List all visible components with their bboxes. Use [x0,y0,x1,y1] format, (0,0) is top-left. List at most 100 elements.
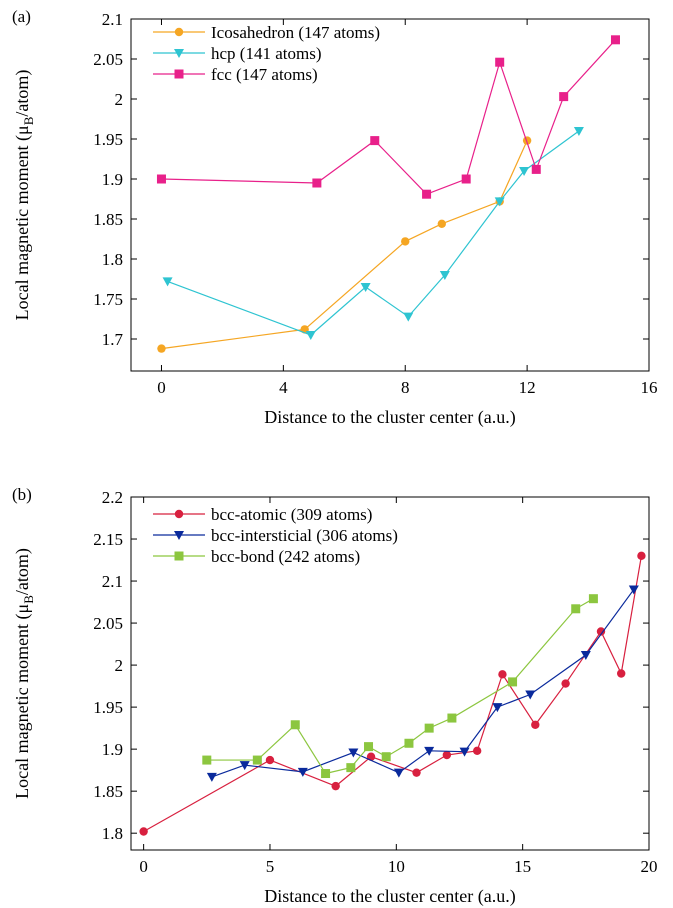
panel-b-series-3-point [381,752,391,762]
panel-a-y-tick-label: 1.95 [93,130,123,149]
panel-b-series-2-point [393,768,404,778]
panel-b-legend-label: bcc-intersticial (306 atoms) [211,526,398,545]
panel-a-series-1-point [522,136,532,145]
panel-b-series-3-point [364,742,374,752]
panel-a-series-2-point [573,127,584,136]
panel-b-series-1-point [617,669,626,678]
panel-b-legend-marker [174,509,184,519]
panel-b-x-axis-label: Distance to the cluster center (a.u.) [264,886,515,907]
panel-a-x-tick-label: 16 [641,378,658,397]
panel-b-series-3-point [252,755,262,765]
panel-b-series-1-line [143,555,643,833]
panel-a-series-3-point [370,136,380,146]
panel-b-series-3-point [404,738,414,748]
panel-a-y-tick-label: 2.05 [93,50,123,69]
panel-a-series-1-line [161,140,528,350]
panel-b-series-3-point [321,769,331,779]
panel-b-series-1-point [472,746,482,756]
panel-a-series-3-point [531,164,541,174]
panel-b-series-3 [202,594,598,779]
panel-b-x-tick-label: 15 [514,857,531,876]
panel-b-series-3-line [206,598,594,775]
panel-b-series-3-point [346,763,356,773]
panel-a-legend-entry: hcp (141 atoms) [153,44,321,63]
panel-a-series-3-point [610,35,620,45]
panel-b-series-2-point [239,761,250,771]
panel-b-y-tick-label: 1.8 [102,824,123,843]
panel-a-x-axis-label: Distance to the cluster center (a.u.) [264,407,515,428]
panel-b-y-axis-label: Local magnetic moment (μB/atom) [12,548,36,799]
panel-a-series-1-point [401,237,410,246]
panel-a-legend-entry: Icosahedron (147 atoms) [153,23,380,42]
panel-b-plot-frame [130,496,650,851]
panel-b-series-2-point [297,767,308,777]
panel-a-series-2-line [167,130,580,336]
panel-a-y-tick-label: 2 [115,90,124,109]
panel-b-x-tick-label: 10 [388,857,405,876]
panel-b-series-2-point [628,585,639,595]
panel-a-y-tick-label: 1.75 [93,290,123,309]
panel-b-y-tick-label: 1.85 [93,782,123,801]
panel-a-legend-marker [174,27,184,37]
panel-b-legend-label: bcc-bond (242 atoms) [211,547,360,566]
panel-a-series-2-point [439,271,450,280]
panel-b-series-1-point [498,670,507,679]
panel-b-y-tick-label: 2.2 [102,488,123,507]
panel-b-series-1 [139,551,646,836]
panel-a-x-tick-label: 12 [519,378,536,397]
panel-a-series-3-point [461,174,471,184]
panel-b-series-1-point [412,768,421,777]
panel-b-legend-marker [174,551,184,561]
panel-a-legend-entry: fcc (147 atoms) [153,65,318,84]
panel-a-series-1-point [157,344,166,353]
panel-b-y-tick-label: 2 [115,656,124,675]
panel-a-legend-label: hcp (141 atoms) [211,44,321,63]
panel-b-series-2-point [206,772,217,782]
panel-b-x-tick-label: 20 [641,857,658,876]
panel-b-series-3-point [202,755,212,765]
panel-b-series-1-point [442,750,452,760]
panel-b-series-3-point [571,604,581,614]
panel-b-legend-label: bcc-atomic (309 atoms) [211,505,372,524]
panel-a-series-1-point [437,219,446,228]
panel-b-series-1-point [331,781,340,791]
panel-b-legend-entry: bcc-intersticial (306 atoms) [153,526,398,545]
panel-b-y-tick-label: 2.1 [102,572,123,591]
panel-a-legend-marker [174,69,184,79]
panel-b-series-2-point [424,746,435,756]
panel-b-x-tick-label: 5 [266,857,275,876]
panel-b-series-2-point [492,703,503,713]
panel-a-series-2 [162,127,584,340]
panel-a-panel-label: (a) [12,7,31,26]
panel-b-y-tick-label: 2.15 [93,530,123,549]
panel-a-legend-marker [174,49,184,58]
panel-b-y-tick-label: 2.05 [93,614,123,633]
panel-b-series-1-point [637,551,646,561]
panel-a-x-tick-label: 8 [401,378,410,397]
panel-a-legend-label: fcc (147 atoms) [211,65,318,84]
panel-b-legend-marker [174,531,184,540]
panel-a-series-3-point [312,178,322,188]
panel-a-series-2-point [360,283,371,292]
panel-b-series-1-point [561,679,570,688]
panel-a-legend-label: Icosahedron (147 atoms) [211,23,380,42]
panel-a-series-3 [156,35,620,199]
panel-a-y-tick-label: 1.9 [102,170,123,189]
panel-a-plot-frame [130,18,650,372]
panel-a-y-tick-label: 2.1 [102,10,123,29]
panel-a-series-2-point [519,167,530,176]
panel-b-y-tick-label: 1.95 [93,698,123,717]
panel-a-series-2-point [162,277,173,287]
panel-a-y-tick-label: 1.85 [93,210,123,229]
panel-b-series-2-line [211,589,635,778]
panel-b-series-3-point [447,713,457,723]
panel-a-series-3-point [559,92,569,102]
panel-b-series-2-point [348,748,359,758]
panel-a-series-1 [157,136,532,353]
panel-b-series-2-point [580,651,591,661]
panel-a-chart: 0 4 8 12 16 1.7 1.75 1.8 1.85 1.9 1.95 2 2.05 2.1 Dist… [12,7,658,428]
panel-a-x-tick-label: 0 [157,378,166,397]
panel-b-legend-entry: bcc-bond (242 atoms) [153,547,360,566]
panel-a-y-axis-label: Local magnetic moment (μB/atom) [12,70,36,321]
